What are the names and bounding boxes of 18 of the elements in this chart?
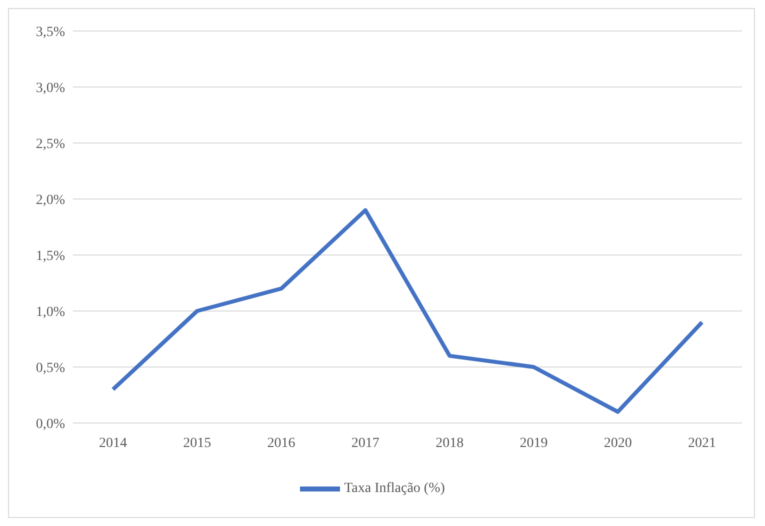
x-tick-label: 2017 xyxy=(351,436,380,451)
y-tick-label: 0,0% xyxy=(36,416,66,432)
x-tick-label: 2021 xyxy=(688,436,716,451)
y-tick-label: 2,0% xyxy=(36,192,66,208)
y-tick-label: 2,5% xyxy=(36,136,66,152)
y-tick-label: 0,5% xyxy=(36,360,66,376)
y-tick-label: 1,5% xyxy=(36,248,66,264)
x-tick-label: 2016 xyxy=(267,436,296,451)
x-tick-label: 2014 xyxy=(99,436,127,451)
x-tick-label: 2019 xyxy=(520,436,548,451)
x-tick-label: 2015 xyxy=(183,436,212,451)
y-tick-label: 1,0% xyxy=(36,304,66,320)
x-tick-label: 2020 xyxy=(604,436,632,451)
y-tick-label: 3,5% xyxy=(36,24,66,40)
x-tick-label: 2018 xyxy=(436,436,464,451)
y-tick-label: 3,0% xyxy=(36,80,66,96)
line-series xyxy=(111,208,704,414)
legend-label: Taxa Inflação (%) xyxy=(344,481,445,496)
